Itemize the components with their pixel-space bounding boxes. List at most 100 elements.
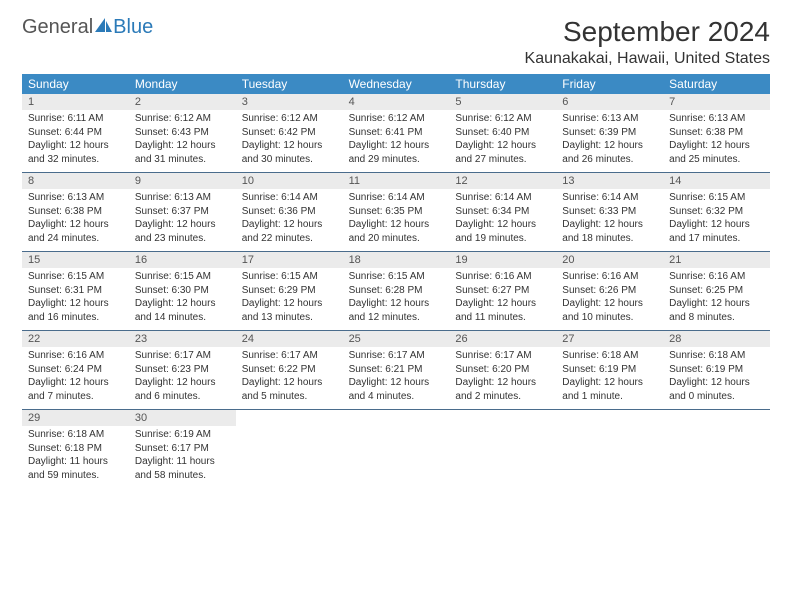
daylight-text: Daylight: 11 hours and 59 minutes. — [28, 455, 123, 482]
weeks-container: 1234567Sunrise: 6:11 AMSunset: 6:44 PMDa… — [22, 94, 770, 488]
daylight-text: Daylight: 12 hours and 31 minutes. — [135, 139, 230, 166]
day-body-strip: Sunrise: 6:18 AMSunset: 6:18 PMDaylight:… — [22, 426, 770, 488]
date-number-strip: 891011121314 — [22, 173, 770, 189]
daylight-text: Daylight: 12 hours and 14 minutes. — [135, 297, 230, 324]
week-row: 2930Sunrise: 6:18 AMSunset: 6:18 PMDayli… — [22, 410, 770, 488]
day-number: 16 — [129, 252, 236, 268]
day-number: 6 — [556, 94, 663, 110]
day-number: 26 — [449, 331, 556, 347]
sunrise-text: Sunrise: 6:14 AM — [349, 191, 444, 205]
day-number: 27 — [556, 331, 663, 347]
sunset-text: Sunset: 6:24 PM — [28, 363, 123, 377]
day-cell: Sunrise: 6:15 AMSunset: 6:29 PMDaylight:… — [236, 268, 343, 330]
day-cell: Sunrise: 6:17 AMSunset: 6:22 PMDaylight:… — [236, 347, 343, 409]
day-body-strip: Sunrise: 6:11 AMSunset: 6:44 PMDaylight:… — [22, 110, 770, 172]
day-number: 24 — [236, 331, 343, 347]
day-cell: Sunrise: 6:11 AMSunset: 6:44 PMDaylight:… — [22, 110, 129, 172]
sunrise-text: Sunrise: 6:13 AM — [669, 112, 764, 126]
daylight-text: Daylight: 12 hours and 6 minutes. — [135, 376, 230, 403]
day-header-wednesday: Wednesday — [343, 74, 450, 94]
sunset-text: Sunset: 6:30 PM — [135, 284, 230, 298]
daylight-text: Daylight: 12 hours and 26 minutes. — [562, 139, 657, 166]
daylight-text: Daylight: 12 hours and 24 minutes. — [28, 218, 123, 245]
date-number-strip: 1234567 — [22, 94, 770, 110]
logo: General Blue — [22, 16, 153, 39]
day-cell — [449, 426, 556, 488]
day-number: 20 — [556, 252, 663, 268]
sunrise-text: Sunrise: 6:18 AM — [28, 428, 123, 442]
sunset-text: Sunset: 6:29 PM — [242, 284, 337, 298]
sunset-text: Sunset: 6:32 PM — [669, 205, 764, 219]
sunrise-text: Sunrise: 6:16 AM — [562, 270, 657, 284]
date-number-strip: 22232425262728 — [22, 331, 770, 347]
sunrise-text: Sunrise: 6:13 AM — [28, 191, 123, 205]
day-cell — [343, 426, 450, 488]
sunrise-text: Sunrise: 6:13 AM — [135, 191, 230, 205]
day-cell: Sunrise: 6:14 AMSunset: 6:33 PMDaylight:… — [556, 189, 663, 251]
sunrise-text: Sunrise: 6:15 AM — [349, 270, 444, 284]
daylight-text: Daylight: 12 hours and 18 minutes. — [562, 218, 657, 245]
day-header-monday: Monday — [129, 74, 236, 94]
sunset-text: Sunset: 6:17 PM — [135, 442, 230, 456]
day-number: 25 — [343, 331, 450, 347]
day-cell — [236, 426, 343, 488]
day-number: 3 — [236, 94, 343, 110]
daylight-text: Daylight: 12 hours and 20 minutes. — [349, 218, 444, 245]
day-cell: Sunrise: 6:12 AMSunset: 6:41 PMDaylight:… — [343, 110, 450, 172]
day-cell: Sunrise: 6:15 AMSunset: 6:32 PMDaylight:… — [663, 189, 770, 251]
day-number: 8 — [22, 173, 129, 189]
day-number — [449, 410, 556, 426]
week-row: 891011121314Sunrise: 6:13 AMSunset: 6:38… — [22, 173, 770, 252]
daylight-text: Daylight: 12 hours and 32 minutes. — [28, 139, 123, 166]
day-number: 17 — [236, 252, 343, 268]
sunrise-text: Sunrise: 6:15 AM — [669, 191, 764, 205]
sunrise-text: Sunrise: 6:15 AM — [242, 270, 337, 284]
sunrise-text: Sunrise: 6:14 AM — [562, 191, 657, 205]
day-number: 10 — [236, 173, 343, 189]
sunset-text: Sunset: 6:40 PM — [455, 126, 550, 140]
sunset-text: Sunset: 6:33 PM — [562, 205, 657, 219]
day-number: 12 — [449, 173, 556, 189]
day-number: 30 — [129, 410, 236, 426]
day-number — [556, 410, 663, 426]
month-title: September 2024 — [525, 16, 770, 48]
logo-text-general: General — [22, 16, 93, 39]
sunset-text: Sunset: 6:31 PM — [28, 284, 123, 298]
daylight-text: Daylight: 12 hours and 7 minutes. — [28, 376, 123, 403]
sunrise-text: Sunrise: 6:12 AM — [349, 112, 444, 126]
sunset-text: Sunset: 6:27 PM — [455, 284, 550, 298]
day-number: 19 — [449, 252, 556, 268]
day-cell: Sunrise: 6:14 AMSunset: 6:35 PMDaylight:… — [343, 189, 450, 251]
sunrise-text: Sunrise: 6:11 AM — [28, 112, 123, 126]
daylight-text: Daylight: 12 hours and 30 minutes. — [242, 139, 337, 166]
sunset-text: Sunset: 6:38 PM — [669, 126, 764, 140]
week-row: 1234567Sunrise: 6:11 AMSunset: 6:44 PMDa… — [22, 94, 770, 173]
sunset-text: Sunset: 6:36 PM — [242, 205, 337, 219]
sunset-text: Sunset: 6:23 PM — [135, 363, 230, 377]
daylight-text: Daylight: 12 hours and 0 minutes. — [669, 376, 764, 403]
daylight-text: Daylight: 12 hours and 8 minutes. — [669, 297, 764, 324]
day-number: 29 — [22, 410, 129, 426]
day-number: 28 — [663, 331, 770, 347]
sunrise-text: Sunrise: 6:18 AM — [669, 349, 764, 363]
daylight-text: Daylight: 12 hours and 11 minutes. — [455, 297, 550, 324]
date-number-strip: 2930 — [22, 410, 770, 426]
day-header-thursday: Thursday — [449, 74, 556, 94]
page-header: General Blue September 2024 Kaunakakai, … — [22, 16, 770, 68]
location-label: Kaunakakai, Hawaii, United States — [525, 50, 770, 68]
sunset-text: Sunset: 6:39 PM — [562, 126, 657, 140]
sunset-text: Sunset: 6:22 PM — [242, 363, 337, 377]
sunrise-text: Sunrise: 6:19 AM — [135, 428, 230, 442]
sunset-text: Sunset: 6:41 PM — [349, 126, 444, 140]
day-number: 15 — [22, 252, 129, 268]
sunrise-text: Sunrise: 6:18 AM — [562, 349, 657, 363]
sunset-text: Sunset: 6:35 PM — [349, 205, 444, 219]
day-cell: Sunrise: 6:15 AMSunset: 6:30 PMDaylight:… — [129, 268, 236, 330]
sunset-text: Sunset: 6:28 PM — [349, 284, 444, 298]
sunrise-text: Sunrise: 6:14 AM — [455, 191, 550, 205]
day-number: 23 — [129, 331, 236, 347]
sunrise-text: Sunrise: 6:17 AM — [242, 349, 337, 363]
daylight-text: Daylight: 12 hours and 2 minutes. — [455, 376, 550, 403]
day-cell: Sunrise: 6:16 AMSunset: 6:26 PMDaylight:… — [556, 268, 663, 330]
day-number: 18 — [343, 252, 450, 268]
